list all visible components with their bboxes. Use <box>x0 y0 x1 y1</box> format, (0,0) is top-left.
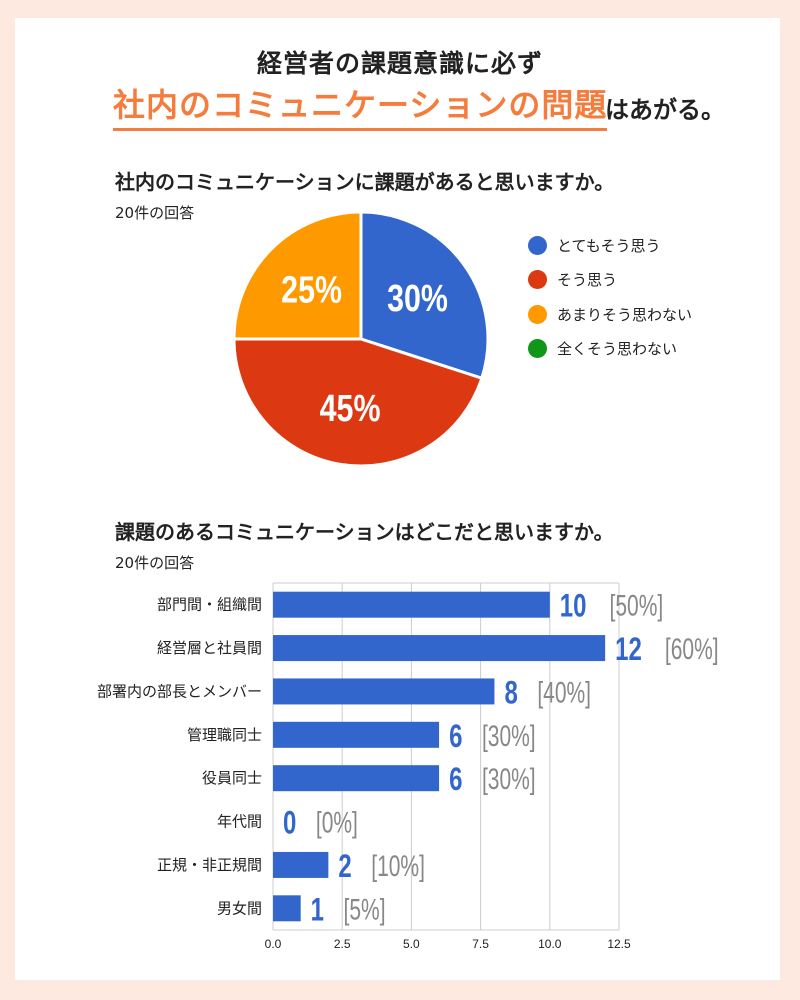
legend-item: そう思う <box>528 263 692 298</box>
x-tick-label: 0.0 <box>265 937 282 951</box>
bar-percent-label: [60%] <box>665 634 719 666</box>
bar-percent-label: [5%] <box>344 894 386 926</box>
category-label: 年代間 <box>217 813 262 831</box>
category-label: 管理職同士 <box>187 726 262 744</box>
bar-percent-label: [10%] <box>371 850 425 882</box>
pie-subtitle: 20件の回答 <box>115 204 195 222</box>
category-label: 経営層と社員間 <box>157 639 262 657</box>
x-tick-label: 12.5 <box>607 937 631 951</box>
legend-label: あまりそう思わない <box>557 305 693 324</box>
pie-slice <box>232 337 484 468</box>
bar-percent-label: [30%] <box>482 764 536 796</box>
legend-swatch <box>528 304 547 324</box>
category-label: 役員同士 <box>202 769 262 787</box>
pie-slice-label: 25% <box>281 269 342 311</box>
bar-percent-label: [30%] <box>482 720 536 752</box>
bar-subtitle: 20件の回答 <box>115 554 195 572</box>
legend-item: あまりそう思わない <box>528 297 692 332</box>
legend-label: とてもそう思う <box>557 236 661 255</box>
bar-percent-label: [0%] <box>316 807 358 839</box>
legend-label: 全くそう思わない <box>557 340 678 359</box>
bar-value-label: 0 <box>283 804 296 840</box>
bar-percent-label: [40%] <box>537 677 591 709</box>
pie-legend: とてもそう思う そう思うあまりそう思わない 全くそう思わない <box>528 228 692 366</box>
pie-slice-label: 45% <box>320 388 381 430</box>
x-tick-label: 5.0 <box>403 937 420 951</box>
bar-title: 課題のあるコミュニケーションはどこだと思いますか。 <box>115 520 614 544</box>
headline-highlight: 社内のコミュニケーションの問題 <box>113 80 608 131</box>
headline-suffix: はあがる。 <box>605 96 725 124</box>
bar-value-label: 12 <box>615 631 642 667</box>
category-label: 男女間 <box>217 899 262 917</box>
category-label: 部署内の部長とメンバー <box>97 682 262 700</box>
legend-item: とてもそう思う <box>528 228 692 263</box>
bar <box>273 635 606 662</box>
pie-slice-label: 30% <box>387 278 448 320</box>
card <box>15 18 780 980</box>
bar <box>273 591 550 618</box>
category-label: 部門間・組織間 <box>157 596 262 614</box>
bar-value-label: 10 <box>560 587 587 623</box>
x-tick-label: 7.5 <box>472 937 489 951</box>
pie-slice <box>232 210 363 341</box>
category-label: 正規・非正規間 <box>157 856 262 874</box>
bar <box>273 721 440 748</box>
bar <box>273 851 329 878</box>
headline-line1: 経営者の課題意識に必ず <box>256 49 543 78</box>
legend-item: 全くそう思わない <box>528 332 692 367</box>
x-tick-label: 10.0 <box>538 937 562 951</box>
legend-swatch <box>528 235 547 255</box>
pie-title: 社内のコミュニケーションに課題があると思いますか。 <box>115 170 615 194</box>
bar-percent-label: [50%] <box>610 590 664 622</box>
bar <box>273 678 495 705</box>
bar-value-label: 6 <box>449 761 462 797</box>
bar-value-label: 8 <box>504 674 517 710</box>
pie-slice <box>359 210 490 381</box>
bar-value-label: 2 <box>338 848 351 884</box>
legend-swatch <box>528 270 547 290</box>
legend-label: そう思う <box>557 271 618 290</box>
bar <box>273 765 440 792</box>
bar-value-label: 6 <box>449 717 462 753</box>
x-tick-label: 2.5 <box>334 937 351 951</box>
legend-swatch <box>528 339 547 359</box>
bar-value-label: 1 <box>311 891 324 927</box>
bar <box>273 895 301 922</box>
